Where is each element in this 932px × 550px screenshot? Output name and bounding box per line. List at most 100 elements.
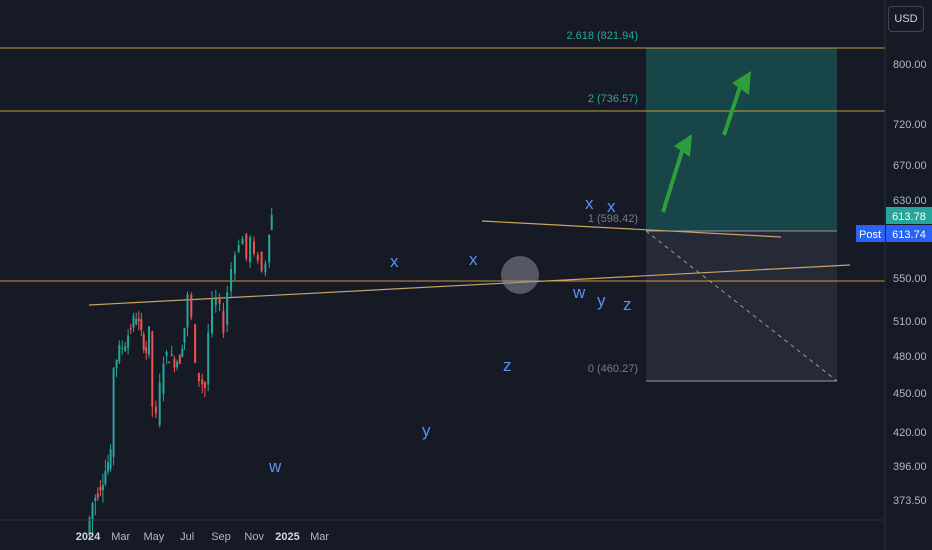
post-market-tag — [856, 225, 885, 242]
up-arrow-1 — [661, 134, 692, 213]
wave-label-x: x — [390, 252, 399, 271]
price-tick-label: 550.00 — [893, 273, 927, 285]
candle-body — [270, 215, 273, 230]
wave-label-z: z — [503, 356, 512, 375]
candle-body — [121, 347, 124, 349]
candle-body — [256, 254, 259, 261]
candle-body — [165, 352, 168, 357]
fib-label-1: 1 (598.42) — [588, 213, 638, 225]
wave-label-w: w — [268, 457, 282, 476]
wave-label-x: x — [469, 250, 478, 269]
price-tick-label: 480.00 — [893, 351, 927, 363]
candle-body — [260, 251, 263, 272]
price-axis[interactable]: 800.00 720.00 670.00 630.00 550.00 510.00 480.… — [893, 59, 927, 507]
candle-body — [218, 298, 221, 304]
breakout-highlight-circle — [501, 256, 539, 294]
candle-body — [88, 517, 91, 536]
candle-body — [145, 347, 148, 353]
candle-body — [112, 368, 115, 457]
candle-body — [132, 316, 135, 328]
candle-body — [178, 355, 181, 364]
candle-body — [214, 296, 217, 305]
price-tick-label: 450.00 — [893, 388, 927, 400]
candle-body — [109, 449, 112, 469]
wave-label-y: y — [422, 421, 431, 440]
fib-label-2618: 2.618 (821.94) — [566, 30, 638, 42]
candle-body — [115, 360, 118, 369]
candle-body — [129, 328, 132, 330]
candle-body — [268, 234, 271, 263]
candle-body — [137, 318, 140, 322]
candle-body — [176, 361, 179, 368]
candle-body — [190, 294, 193, 318]
up-arrow-2 — [722, 71, 751, 136]
time-tick-label: 2025 — [275, 531, 299, 543]
falling-trendline[interactable] — [481, 220, 782, 238]
candle-body — [168, 362, 171, 364]
last-price-tag — [886, 207, 932, 224]
candle-body — [245, 233, 248, 259]
candle-body — [237, 245, 240, 252]
candle-body — [201, 379, 204, 385]
candle-body — [183, 328, 186, 343]
price-tick-label: 800.00 — [893, 59, 927, 71]
candle-body — [104, 471, 107, 484]
candle-body — [197, 373, 200, 382]
wave-label-z: z — [623, 295, 632, 314]
currency-button[interactable]: USD — [888, 6, 924, 32]
candle-body — [124, 345, 127, 352]
price-tick-label: 510.00 — [893, 316, 927, 328]
candle-body — [230, 268, 233, 291]
wave-label-w: w — [572, 283, 586, 302]
price-tick-label: 670.00 — [893, 160, 927, 172]
candle-body — [264, 263, 267, 273]
candle-body — [170, 353, 173, 356]
time-axis[interactable]: 2024 Mar May Jul Sep Nov 2025 Mar — [76, 531, 330, 543]
candle-body — [154, 406, 157, 414]
candle-body — [142, 334, 145, 350]
post-market-value: 613.74 — [892, 229, 926, 241]
price-tick-label: 396.00 — [893, 461, 927, 473]
candle-body — [101, 485, 104, 490]
candle-body — [135, 319, 138, 325]
candle-body — [148, 326, 150, 355]
time-tick-label: 2024 — [76, 531, 101, 543]
post-market-price-tag — [886, 225, 932, 242]
candle-body — [203, 382, 206, 388]
time-tick-label: Mar — [310, 531, 329, 543]
last-price-value: 613.78 — [892, 211, 926, 223]
candle-body — [241, 238, 244, 245]
price-tick-label: 420.00 — [893, 427, 927, 439]
time-tick-label: May — [144, 531, 165, 543]
candlestick-series — [88, 208, 273, 541]
candle-body — [162, 363, 165, 394]
fib-label-0: 0 (460.27) — [588, 363, 638, 375]
post-market-label: Post — [859, 229, 881, 241]
candle-body — [194, 324, 197, 363]
candle-body — [151, 331, 154, 407]
candle-body — [127, 335, 130, 349]
candle-body — [186, 294, 189, 328]
wave-label-x: x — [607, 197, 616, 216]
candle-body — [96, 493, 99, 498]
candle-body — [181, 348, 184, 357]
price-tick-label: 720.00 — [893, 119, 927, 131]
candle-body — [253, 241, 255, 254]
candle-body — [226, 292, 229, 325]
time-tick-label: Jul — [180, 531, 194, 543]
candle-body — [207, 332, 210, 385]
price-tick-label: 373.50 — [893, 495, 927, 507]
candle-body — [173, 358, 176, 368]
time-tick-label: Mar — [111, 531, 130, 543]
candle-body — [233, 255, 236, 274]
candle-body — [94, 497, 97, 501]
wave-label-x: x — [585, 194, 594, 213]
candle-body — [158, 382, 161, 425]
fib-label-2: 2 (736.57) — [588, 93, 638, 105]
projection-dashed-line — [645, 230, 838, 382]
profit-zone — [646, 48, 837, 231]
time-tick-label: Nov — [244, 531, 264, 543]
candle-body — [118, 344, 121, 362]
